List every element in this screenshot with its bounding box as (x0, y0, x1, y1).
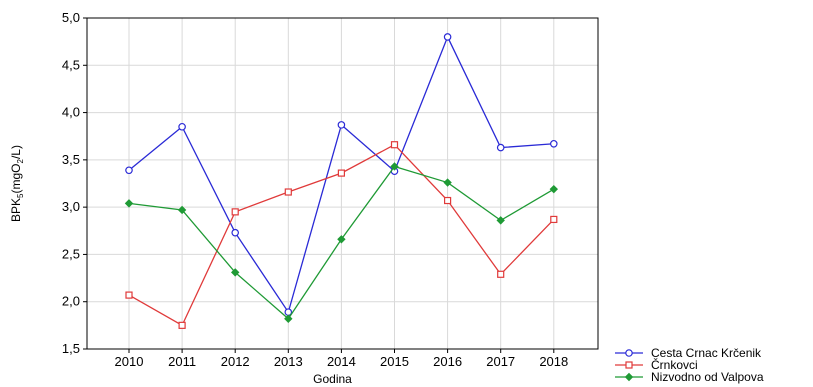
y-tick-label: 3,0 (62, 199, 80, 214)
data-point-circle (549, 139, 558, 148)
data-point-diamond (390, 162, 399, 171)
data-point-circle (625, 349, 633, 357)
y-tick-label: 4,0 (62, 105, 80, 120)
y-axis-label-sub1: 5 (16, 193, 25, 198)
y-axis-label-main: BPK (9, 198, 23, 222)
x-axis-label: Godina (313, 372, 352, 386)
y-axis-label-end: /L) (9, 145, 23, 159)
legend-label: Nizvodno od Valpova (651, 370, 764, 384)
data-point-square (178, 321, 186, 329)
data-point-square (284, 188, 292, 196)
x-axis-ticks: 2010 2011 2012 2013 2014 2015 2016 2017 2018 (115, 349, 568, 369)
legend-item: Nizvodno od Valpova (615, 370, 764, 384)
y-tick-label: 1,5 (62, 341, 80, 356)
plot-frame (86, 17, 599, 350)
legend-item: Cesta Crnac Krčenik (615, 346, 762, 360)
y-tick-label: 4,5 (62, 57, 80, 72)
x-tick-label: 2016 (433, 354, 462, 369)
data-point-square (125, 291, 133, 299)
data-point-circle (125, 166, 133, 175)
grid-lines (87, 18, 598, 349)
x-tick-label: 2012 (221, 354, 250, 369)
data-point-circle (231, 228, 240, 237)
series-3 (124, 162, 559, 323)
y-axis-label: BPK5(mgO2/L) (9, 145, 25, 222)
data-point-square (337, 169, 345, 177)
x-tick-label: 2010 (115, 354, 144, 369)
y-tick-label: 2,0 (62, 294, 80, 309)
data-point-diamond (337, 235, 346, 244)
x-tick-label: 2018 (539, 354, 568, 369)
data-point-diamond (284, 314, 293, 323)
series-2 (125, 141, 558, 329)
y-tick-label: 2,5 (62, 246, 80, 261)
data-point-diamond (496, 216, 505, 225)
y-tick-label: 3,5 (62, 152, 80, 167)
data-point-square (497, 270, 505, 278)
x-tick-label: 2015 (380, 354, 409, 369)
legend-item: Črnkovci (615, 357, 698, 372)
y-axis-ticks: 1,5 2,0 2,5 3,0 3,5 4,0 4,5 5,0 (62, 10, 87, 356)
x-tick-label: 2013 (274, 354, 303, 369)
data-point-circle (443, 33, 452, 41)
x-tick-label: 2011 (168, 354, 196, 369)
data-point-circle (178, 122, 186, 131)
data-point-square (550, 215, 558, 224)
data-point-diamond (624, 372, 634, 382)
y-tick-label: 5,0 (62, 10, 80, 25)
data-point-circle (337, 121, 346, 129)
data-point-diamond (549, 184, 559, 194)
series-group (124, 33, 559, 329)
legend-label: Cesta Crnac Krčenik (651, 346, 762, 360)
y-axis-label-sub2: 2 (16, 159, 25, 164)
data-point-square (625, 361, 633, 369)
data-point-diamond (230, 268, 240, 277)
data-point-diamond (443, 178, 452, 187)
data-point-diamond (177, 205, 187, 215)
y-axis-label-mid: (mgO (9, 164, 23, 194)
data-point-circle (496, 143, 505, 152)
x-tick-label: 2017 (486, 354, 515, 369)
x-tick-label: 2014 (327, 354, 356, 369)
data-point-square (444, 196, 452, 205)
data-point-square (231, 208, 239, 216)
legend-label: Črnkovci (651, 357, 698, 372)
data-point-diamond (124, 199, 134, 208)
data-point-square (390, 141, 399, 149)
